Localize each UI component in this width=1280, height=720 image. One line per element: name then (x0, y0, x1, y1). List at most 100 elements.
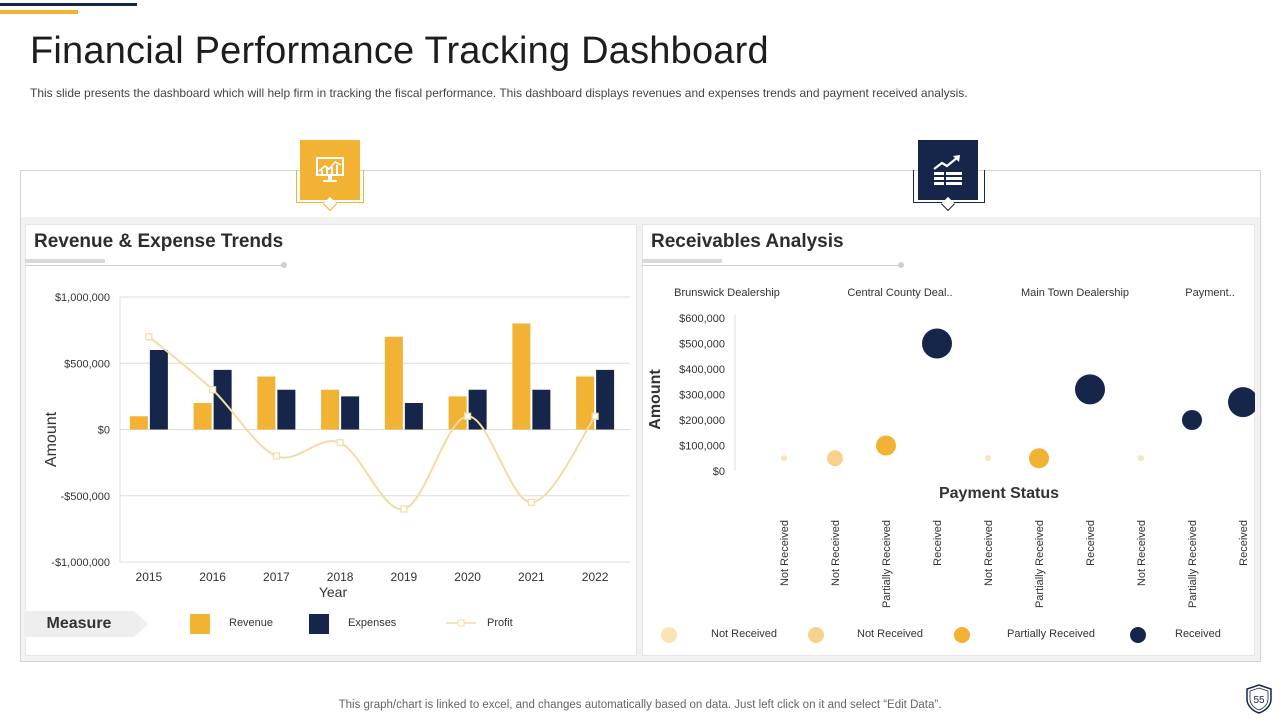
profit-point (464, 412, 472, 420)
accent-bar-navy (0, 3, 137, 6)
profit-point (209, 386, 217, 394)
revenue-bar (384, 336, 403, 430)
revenue-bar (321, 389, 340, 430)
x-axis-title: Payment Status (939, 485, 1059, 502)
bubble-point (827, 450, 843, 467)
legend-expenses-swatch (309, 614, 329, 634)
profit-point (527, 498, 535, 506)
legend-not-received-label-1: Not Received (711, 628, 778, 640)
expenses-bar (596, 369, 615, 430)
legend-profit-swatch (446, 619, 476, 627)
legend-dot-partially-received (954, 627, 970, 643)
y-axis-title: Amount (647, 369, 664, 430)
dashboard-frame-header (21, 171, 1260, 217)
x-tick-label: 2015 (136, 570, 163, 584)
legend-dot-not-received-1 (661, 627, 677, 643)
profit-point (145, 333, 153, 341)
y-tick-label: $100,000 (679, 441, 725, 453)
y-axis-title: Amount (43, 411, 60, 467)
x-tick-label: 2020 (454, 570, 481, 584)
x-axis-title: Year (319, 584, 348, 600)
title-underline-left-accent (25, 259, 105, 263)
profit-line (148, 335, 596, 511)
y-tick-label: $1,000,000 (55, 292, 110, 304)
legend-expenses-label: Expenses (348, 617, 397, 629)
status-label: Not Received (830, 520, 842, 586)
y-tick-label: -$1,000,000 (51, 557, 110, 569)
y-tick-label: $0 (713, 466, 725, 478)
status-label: Partially Received (881, 520, 893, 608)
bubble-point (1182, 410, 1202, 430)
status-label: Received (1085, 520, 1097, 566)
revenue-bar (129, 416, 148, 430)
x-tick-label: 2016 (199, 570, 226, 584)
status-label: Received (1238, 520, 1250, 566)
bubble-point (781, 455, 787, 462)
group-label: Brunswick Dealership (674, 287, 780, 299)
legend-measure-label: Measure (24, 611, 134, 637)
legend-revenue-label: Revenue (229, 617, 274, 629)
receivables-panel (642, 224, 1255, 656)
group-label: Payment.. (1185, 287, 1235, 299)
title-underline-left (25, 265, 283, 266)
page-number: 55 (1253, 695, 1265, 706)
expenses-bar (277, 389, 296, 430)
bubble-point (1075, 374, 1105, 405)
y-tick-label: $600,000 (679, 313, 725, 325)
legend-dot-not-received-2 (808, 627, 824, 643)
page-subtitle: This slide presents the dashboard which … (30, 86, 968, 100)
profit-point (400, 505, 408, 513)
revenue-bar (448, 396, 467, 430)
legend-partially-received-label: Partially Received (1007, 628, 1096, 640)
status-label: Not Received (983, 520, 995, 586)
footer-note: This graph/chart is linked to excel, and… (338, 699, 942, 711)
x-tick-label: 2017 (263, 570, 290, 584)
y-tick-label: -$500,000 (60, 491, 110, 503)
status-label: Not Received (779, 520, 791, 586)
legend-dot-received (1130, 627, 1146, 643)
revenue-expense-chart: $1,000,000 $500,000 $0 -$500,000 -$1,000,000… (43, 292, 630, 600)
y-tick-label: $400,000 (679, 364, 725, 376)
page-number-shield: 55 (1246, 684, 1272, 714)
expenses-bar (532, 389, 551, 430)
x-tick-label: 2022 (582, 570, 609, 584)
y-tick-label: $200,000 (679, 415, 725, 427)
status-label: Received (932, 520, 944, 566)
revenue-bar (257, 376, 276, 430)
title-underline-left-dot (281, 262, 287, 268)
legend-profit-label: Profit (487, 617, 513, 629)
profit-point (336, 439, 344, 447)
group-label: Main Town Dealership (1021, 287, 1129, 299)
expenses-bar (149, 350, 168, 430)
y-tick-label: $500,000 (679, 339, 725, 351)
page-title: Financial Performance Tracking Dashboard (30, 30, 769, 72)
title-underline-right-accent (642, 259, 722, 263)
expenses-bar (468, 389, 487, 430)
legend-measure-arrow (134, 611, 148, 637)
status-label: Not Received (1136, 520, 1148, 586)
y-tick-label: $500,000 (64, 358, 110, 370)
receivables-chart: $600,000 $500,000 $400,000 $300,000 $200,000… (647, 287, 1255, 608)
y-tick-label: $0 (98, 425, 110, 437)
bubble-point (1138, 455, 1144, 462)
bubble-point (922, 328, 952, 359)
expenses-bar (404, 403, 423, 430)
x-tick-label: 2019 (391, 570, 418, 584)
profit-point (272, 452, 280, 460)
revenue-expense-title: Revenue & Expense Trends (34, 231, 284, 252)
status-label: Partially Received (1034, 520, 1046, 608)
receivables-title: Receivables Analysis (651, 231, 844, 252)
chart-monitor-icon (300, 140, 360, 200)
title-underline-right-dot (898, 262, 904, 268)
group-label: Central County Deal.. (847, 287, 952, 299)
legend-received-label: Received (1175, 628, 1221, 640)
bubble-point (1228, 387, 1255, 418)
growth-chart-icon (918, 140, 978, 200)
revenue-bar (193, 403, 212, 430)
bubble-point (876, 435, 896, 456)
revenue-bar (576, 376, 595, 430)
profit-point (591, 412, 599, 420)
title-underline-right (642, 265, 900, 266)
x-tick-label: 2018 (327, 570, 354, 584)
bubble-point (985, 455, 991, 462)
